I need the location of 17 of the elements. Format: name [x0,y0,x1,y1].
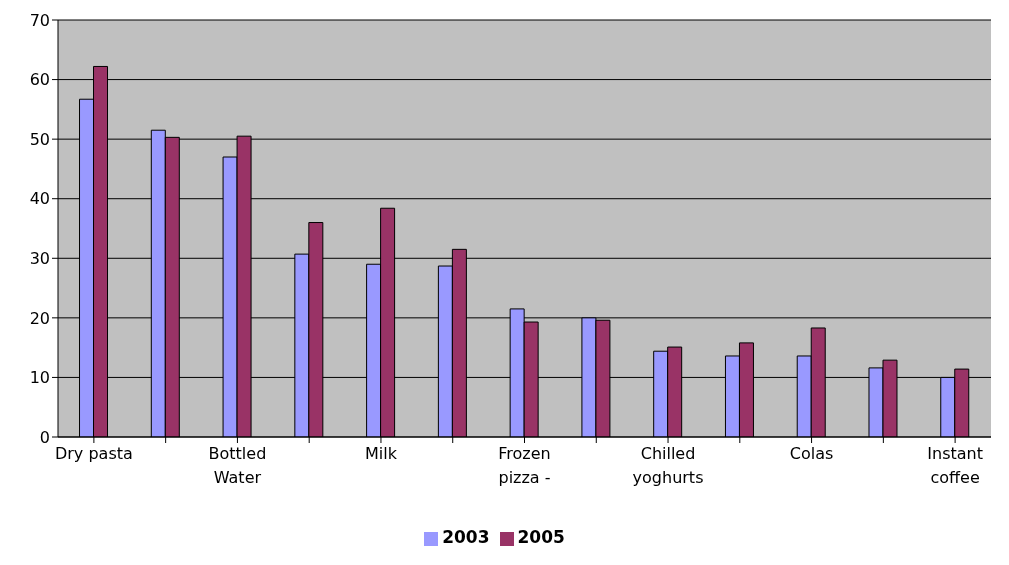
y-tick-label: 10 [29,368,50,388]
y-tick-label: 20 [29,308,50,328]
x-tick-label: Bottled Water [208,444,267,487]
y-tick-label: 0 [39,427,50,447]
y-tick-label: 30 [29,248,50,268]
x-tick-label: Instant coffee [927,444,983,487]
y-tick-label: 40 [29,189,50,209]
x-tick-label: Colas [789,444,834,463]
x-tick-label: Chilled yoghurts [632,444,704,487]
legend-label: 2003 [442,527,490,547]
y-tick-label: 70 [29,10,50,30]
y-tick-label: 60 [29,70,50,90]
legend-label: 2005 [517,527,565,547]
x-tick-label: Milk [364,444,398,463]
x-tick-label: Frozen pizza - [498,444,551,487]
x-tick-label: Dry pasta [54,444,133,463]
y-tick-label: 50 [29,129,50,149]
